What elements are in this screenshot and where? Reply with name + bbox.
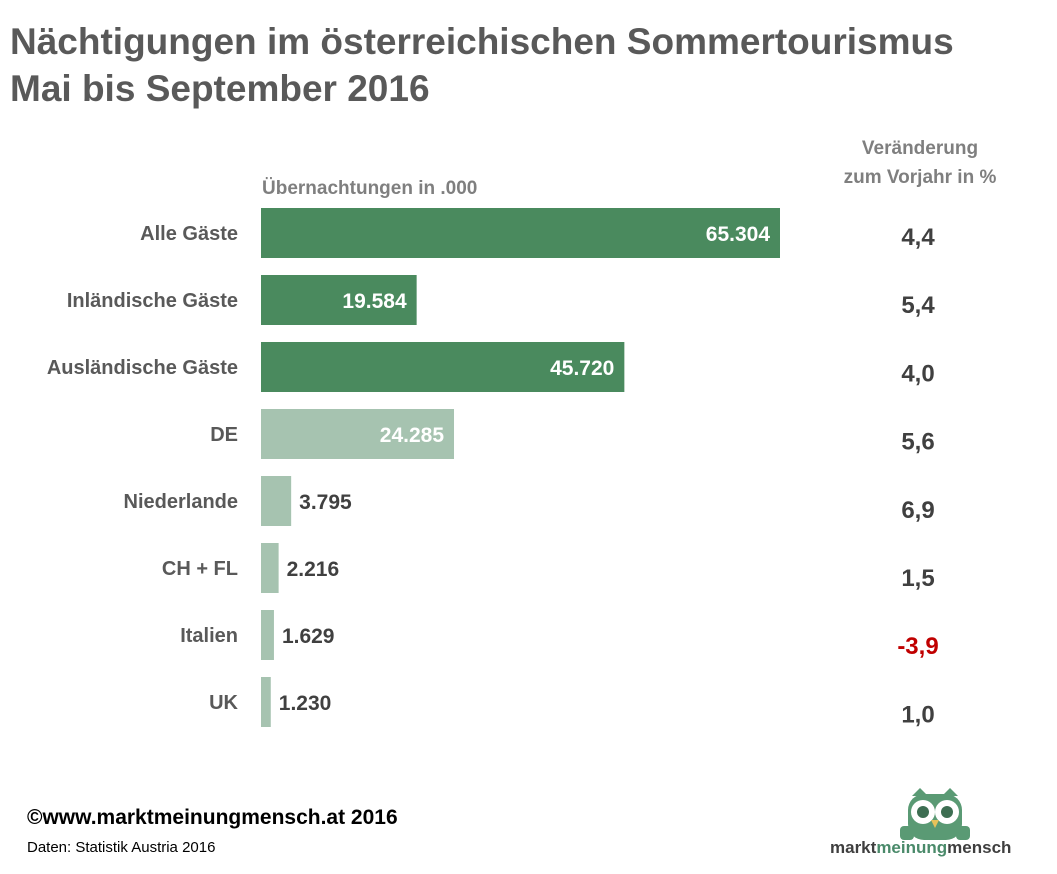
change-label: 1,0 [901,701,934,728]
bar [261,208,780,258]
category-label: UK [209,692,238,714]
category-label: Alle Gäste [140,223,238,245]
change-label: 1,5 [901,565,934,592]
value-label: 2.216 [287,558,340,581]
change-label: 6,9 [901,497,934,524]
bar [261,476,292,526]
logo: marktmeinungmensch [830,786,1050,866]
bar [261,409,455,459]
bar [261,610,274,660]
source-text: Daten: Statistik Austria 2016 [27,839,216,856]
value-label: 45.720 [550,357,614,380]
chart-title: Nächtigungen im österreichischen Sommert… [10,18,1050,112]
value-label: 19.584 [342,290,407,313]
logo-part-1: markt [830,838,877,857]
change-label: 5,4 [901,292,935,319]
bar [261,275,417,325]
value-label: 24.285 [380,424,445,447]
value-label: 1.230 [279,692,332,715]
category-label: CH + FL [162,558,238,580]
title-line-2: Mai bis September 2016 [10,68,430,109]
x-axis-label: Übernachtungen in .000 [262,178,478,199]
logo-wordmark: marktmeinungmensch [830,838,1050,858]
category-label: DE [210,424,238,446]
category-label: Italien [180,625,238,647]
change-header-line-2: zum Vorjahr in % [843,167,997,188]
value-label: 1.629 [282,625,335,648]
category-label: Inländische Gäste [67,290,238,312]
category-label: Niederlande [124,491,238,513]
logo-part-3: mensch [947,838,1012,857]
category-label: Ausländische Gäste [47,357,238,379]
change-label: 4,0 [901,360,934,387]
change-header-line-1: Veränderung [861,138,979,159]
bar [261,342,625,392]
owl-icon [900,788,970,840]
bar [261,543,279,593]
change-label: -3,9 [897,633,938,660]
change-label: 5,6 [901,429,934,456]
bar [261,677,271,727]
copyright-text: ©www.marktmeinungmensch.at 2016 [27,806,398,829]
change-column-header: Veränderung zum Vorjahr in % [800,134,1040,192]
value-label: 3.795 [299,491,352,514]
logo-part-2: meinung [876,838,948,857]
title-line-1: Nächtigungen im österreichischen Sommert… [10,21,954,62]
value-label: 65.304 [706,223,771,246]
change-label: 4,4 [901,224,935,251]
